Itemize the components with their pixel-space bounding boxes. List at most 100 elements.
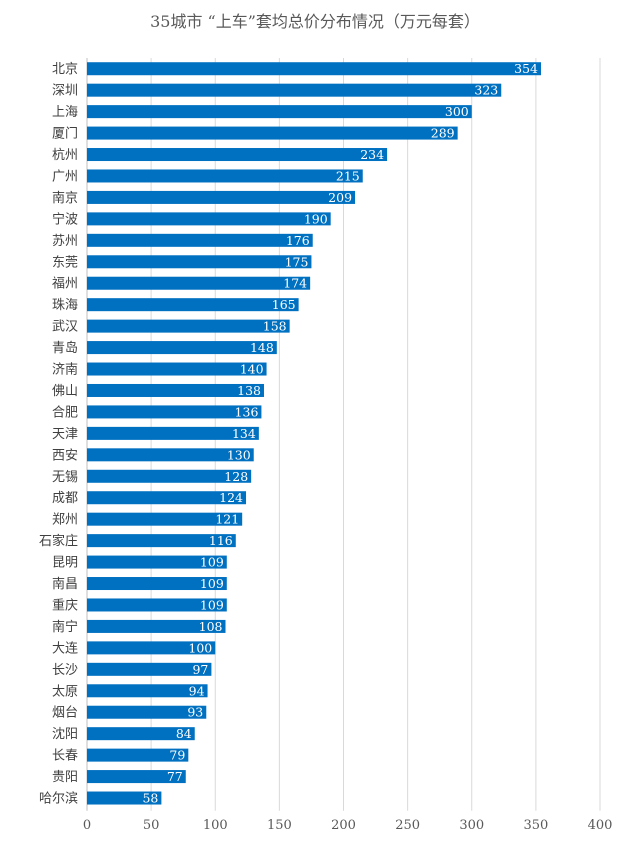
category-label: 石家庄: [39, 533, 78, 549]
category-label: 东莞: [52, 255, 78, 270]
category-labels: 北京深圳上海厦门杭州广州南京宁波苏州东莞福州珠海武汉青岛济南佛山合肥天津西安无锡…: [39, 62, 78, 806]
bar: [87, 448, 254, 462]
bar-value-label: 116: [209, 533, 233, 548]
category-label: 重庆: [52, 597, 78, 613]
bar-value-label: 79: [169, 748, 185, 763]
category-label: 宁波: [52, 211, 78, 227]
x-tick-label: 350: [523, 818, 548, 833]
x-tick-label: 250: [395, 818, 420, 833]
bar-value-label: 190: [304, 211, 328, 226]
grid-lines: [86, 58, 601, 811]
bar-value-label: 174: [283, 276, 307, 291]
category-label: 郑州: [52, 513, 78, 528]
bar-value-label: 94: [189, 683, 205, 698]
category-label: 佛山: [52, 384, 78, 399]
category-label: 成都: [52, 491, 78, 506]
bar: [87, 319, 290, 333]
x-tick-label: 50: [143, 818, 160, 833]
bar-value-label: 323: [474, 83, 498, 98]
category-label: 福州: [52, 277, 78, 292]
bar-value-label: 58: [142, 791, 158, 806]
bar-value-label: 130: [227, 447, 251, 462]
category-label: 上海: [52, 105, 78, 120]
bar: [87, 190, 356, 204]
bar: [87, 362, 267, 376]
bar: [87, 255, 312, 269]
bar-value-label: 175: [285, 254, 309, 269]
bar: [87, 383, 264, 397]
bar: [87, 62, 542, 76]
bar-value-label: 300: [445, 104, 469, 119]
bar: [87, 105, 472, 119]
bar: [87, 534, 236, 548]
category-label: 广州: [52, 169, 78, 184]
bar: [87, 705, 207, 719]
category-label: 贵阳: [52, 770, 78, 785]
bar-value-label: 134: [232, 426, 256, 441]
x-tick-label: 200: [331, 818, 356, 833]
bar-value-label: 108: [199, 619, 223, 634]
bar: [87, 341, 277, 355]
bar-value-label: 136: [235, 404, 259, 419]
bar-value-label: 215: [336, 168, 360, 183]
bar-value-label: 165: [272, 297, 296, 312]
bar-value-label: 234: [360, 147, 384, 162]
bar: [87, 426, 259, 440]
bar: [87, 212, 331, 226]
x-tick-label: 150: [267, 818, 292, 833]
bar: [87, 491, 247, 505]
category-label: 太原: [52, 684, 78, 699]
category-label: 杭州: [52, 148, 78, 163]
bar: [87, 298, 299, 312]
bar: [87, 233, 313, 247]
category-label: 南昌: [52, 576, 78, 592]
category-label: 济南: [52, 362, 78, 378]
bar-value-label: 121: [215, 512, 239, 527]
category-label: 青岛: [52, 340, 78, 356]
bar: [87, 641, 216, 655]
bar-value-label: 289: [431, 126, 455, 141]
x-tick-label: 0: [83, 818, 91, 833]
bar: [87, 405, 262, 419]
category-label: 武汉: [52, 320, 78, 335]
category-label: 沈阳: [52, 727, 78, 742]
bar: [87, 555, 227, 569]
bar: [87, 770, 186, 784]
chart-title: 35城市 “上车”套均总价分布情况（万元每套）: [150, 12, 480, 31]
bar: [87, 619, 226, 633]
x-tick-label: 300: [459, 818, 484, 833]
bar-value-label: 209: [328, 190, 352, 205]
category-label: 无锡: [52, 470, 78, 485]
category-label: 哈尔滨: [39, 791, 78, 807]
category-label: 西安: [52, 448, 78, 463]
bar: [87, 598, 227, 612]
bar-value-label: 140: [240, 362, 264, 377]
bar-value-label: 100: [188, 640, 212, 655]
category-label: 珠海: [52, 298, 78, 313]
category-label: 昆明: [52, 556, 78, 571]
x-tick-label: 400: [588, 818, 613, 833]
bar-value-label: 148: [250, 340, 274, 355]
bar-value-label: 77: [167, 769, 183, 784]
bar-value-label: 138: [237, 383, 261, 398]
bar-value-label: 109: [200, 576, 224, 591]
category-label: 苏州: [52, 233, 78, 249]
bar: [87, 83, 502, 97]
category-label: 合肥: [52, 405, 78, 420]
bar: [87, 684, 208, 698]
category-label: 天津: [52, 427, 78, 442]
x-axis-ticks: 0 50 100 150 200 250 300 350 400: [83, 818, 613, 833]
bar: [87, 748, 189, 762]
bar-value-label: 93: [187, 705, 203, 720]
bar-value-label: 176: [286, 233, 310, 248]
bar: [87, 727, 195, 741]
bar-value-label: 354: [514, 61, 538, 76]
bar: [87, 169, 363, 183]
bar-value-label: 124: [219, 490, 243, 505]
category-label: 深圳: [52, 84, 78, 99]
bar: [87, 276, 311, 290]
category-label: 烟台: [52, 706, 78, 721]
bar: [87, 126, 458, 140]
bar: [87, 148, 388, 162]
